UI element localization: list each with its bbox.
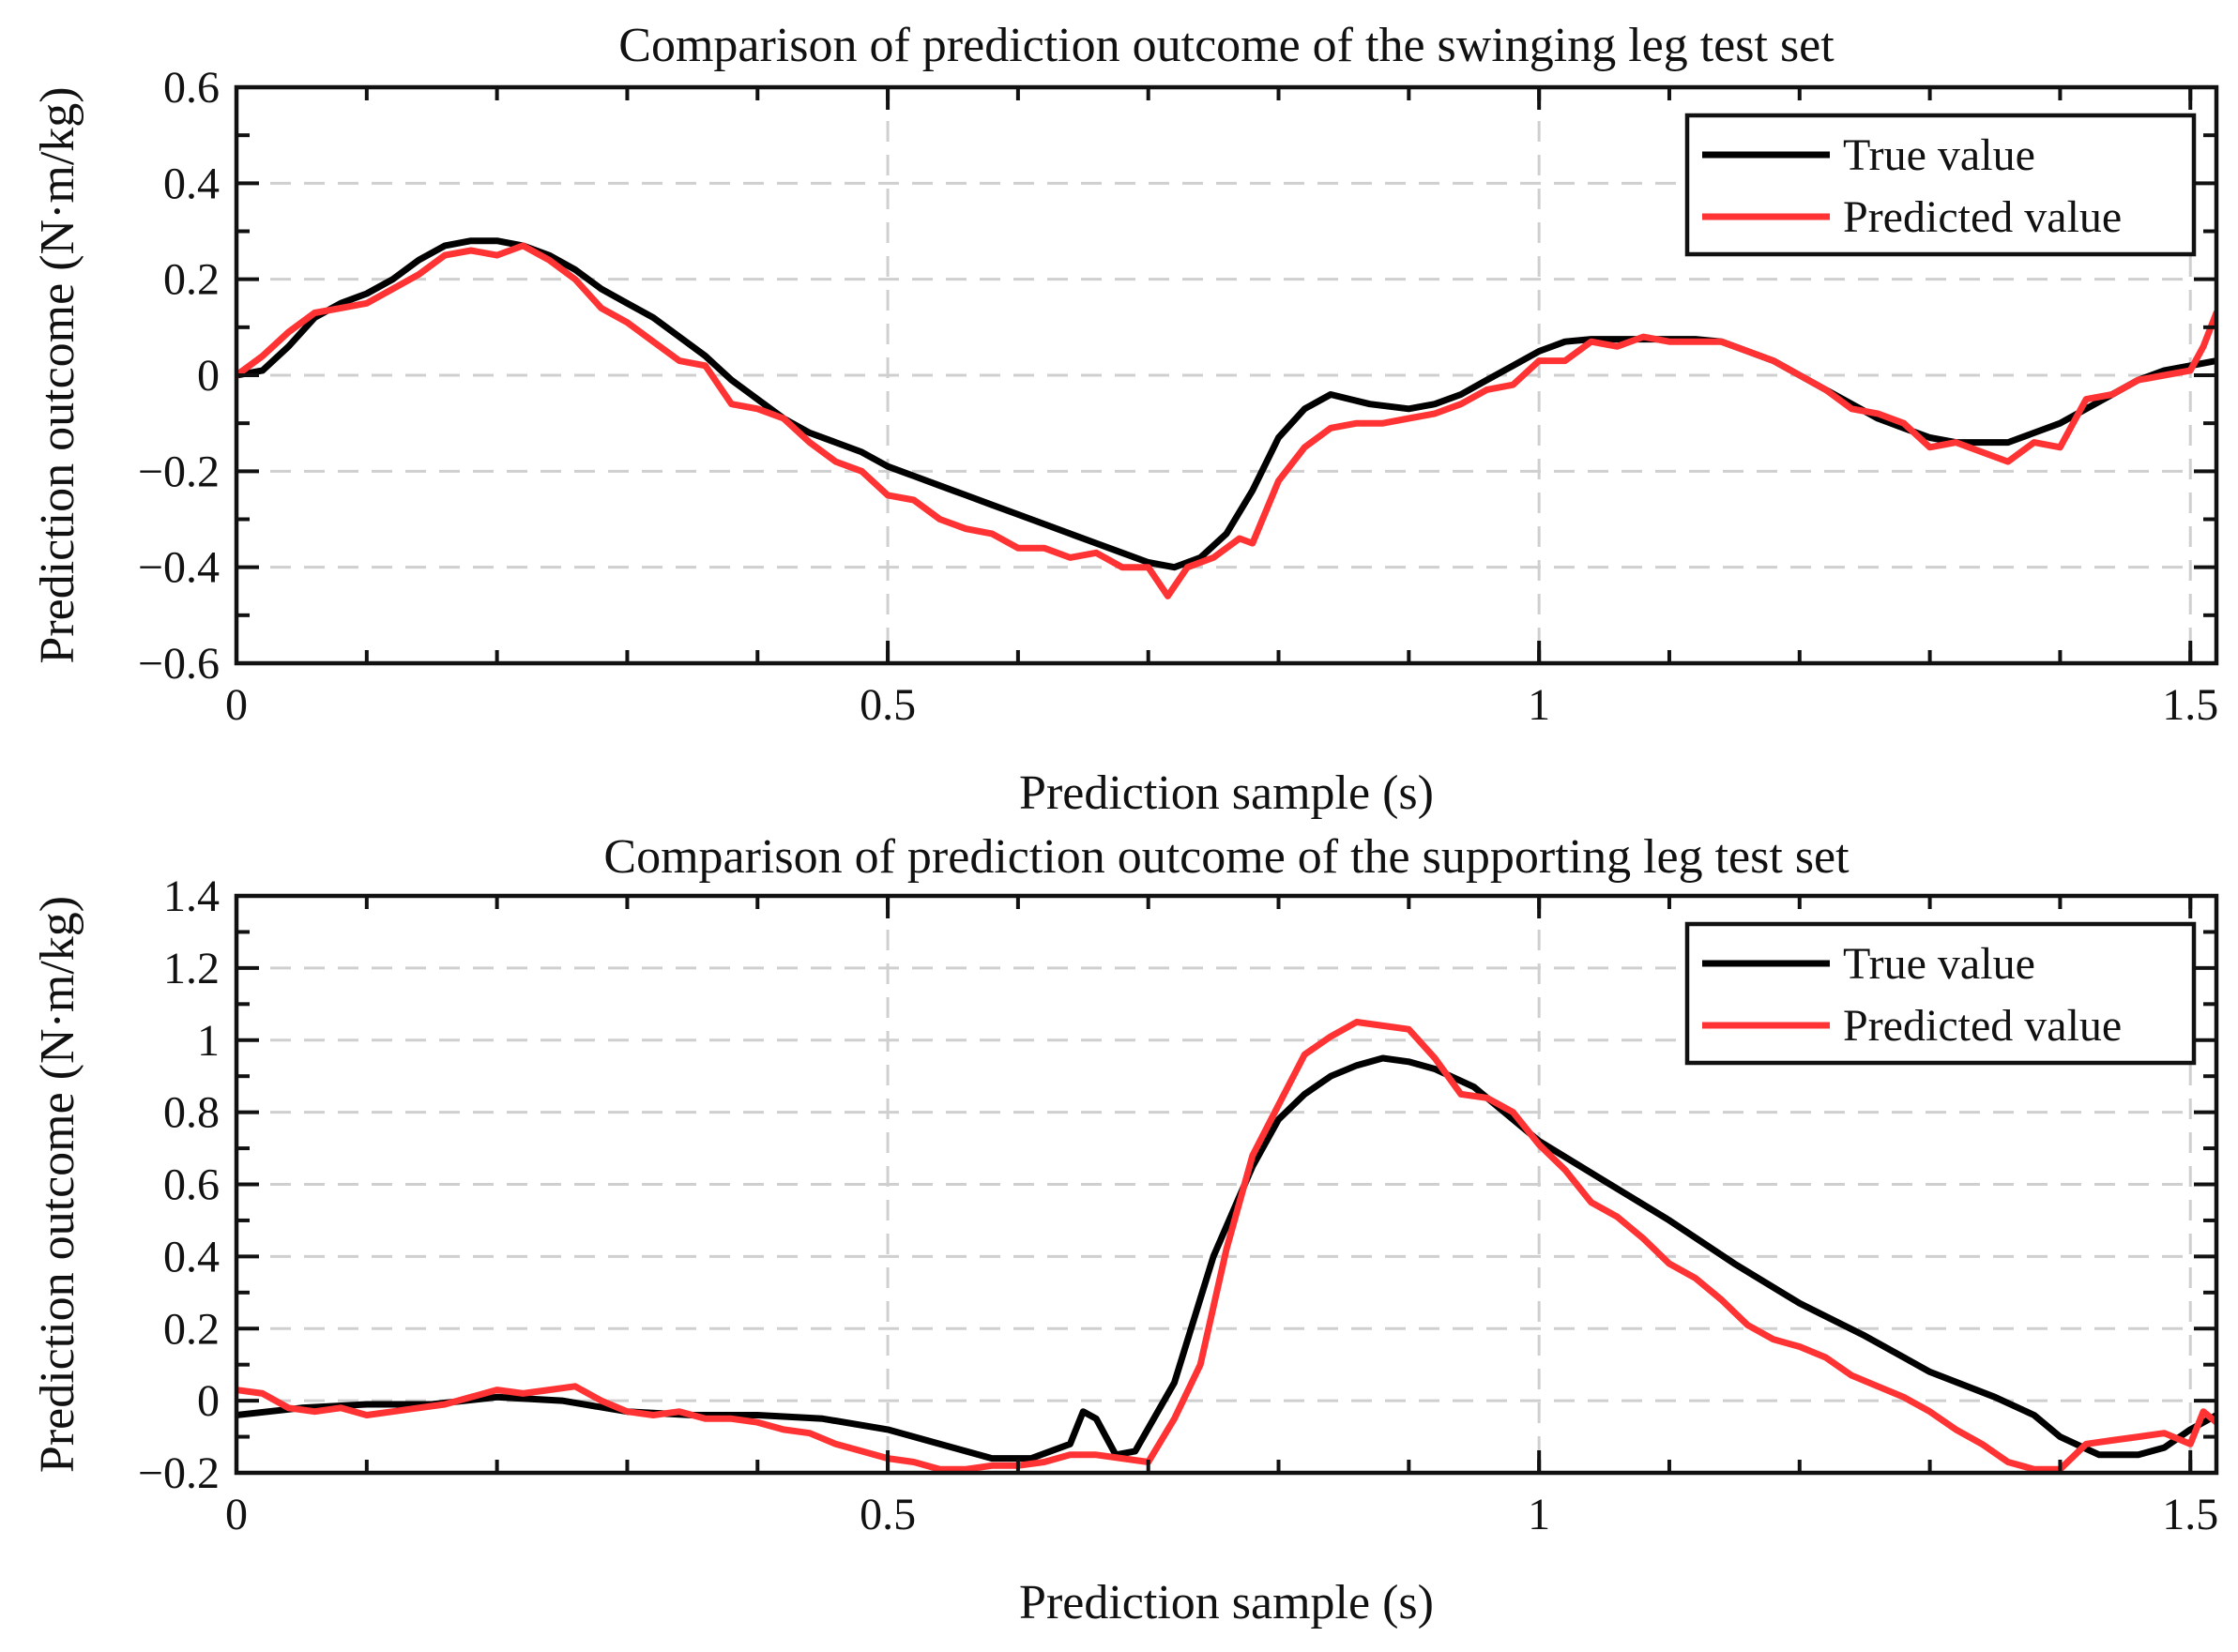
y-axis-label: Prediction outcome (N·m/kg) xyxy=(31,896,84,1473)
y-tick-label: −0.6 xyxy=(138,639,220,689)
chart-title: Comparison of prediction outcome of the … xyxy=(603,830,1850,884)
x-tick-label: 1 xyxy=(1528,680,1550,730)
y-tick-label: 0.4 xyxy=(163,1232,220,1281)
x-tick-label: 1.5 xyxy=(2162,1490,2218,1539)
series-line-predicted-value xyxy=(236,1019,2216,1473)
y-tick-label: 0 xyxy=(197,351,220,401)
series-line-true-value xyxy=(236,237,2216,571)
y-tick-label: 0.2 xyxy=(163,1304,220,1354)
legend: True value Predicted value xyxy=(1684,921,2197,1066)
panel-1: 0 0.5 1 1.5 −0.6 −0.4 −0.2 0 0.2 0.4 0.6 Comparison… xyxy=(31,19,2219,820)
legend-box xyxy=(1684,921,2197,1066)
y-tick-label: 1 xyxy=(197,1016,220,1066)
y-tick-label: 0.6 xyxy=(163,1160,220,1210)
y-tick-label: 0.4 xyxy=(163,159,220,208)
y-tick-label: −0.2 xyxy=(138,1448,220,1498)
y-tick-label: 1.2 xyxy=(163,944,220,993)
x-tick-label: 0.5 xyxy=(860,1490,916,1539)
x-tick-label: 0 xyxy=(225,680,248,730)
y-tick-label: 0.2 xyxy=(163,255,220,305)
panel-2: 0 0.5 1 1.5−0.200.20.40.60.811.21.4Comparis… xyxy=(31,830,2219,1629)
legend: True value Predicted value xyxy=(1684,113,2197,257)
chart-title: Comparison of prediction outcome of the … xyxy=(618,19,1835,72)
y-axis-label: Prediction outcome (N·m/kg) xyxy=(31,86,84,663)
y-tick-label: −0.4 xyxy=(138,543,220,593)
legend-label-predicted-value: Predicted value xyxy=(1843,1001,2122,1051)
y-tick-label: −0.2 xyxy=(138,447,220,496)
y-tick-label: 0.6 xyxy=(163,63,220,113)
series-line-predicted-value xyxy=(236,242,2216,599)
x-tick-label: 0 xyxy=(225,1490,248,1539)
x-axis-label: Prediction sample (s) xyxy=(1019,1576,1434,1629)
x-tick-label: 1 xyxy=(1528,1490,1550,1539)
series-line-true-value xyxy=(236,1054,2216,1463)
legend-box xyxy=(1684,113,2197,257)
x-axis-label: Prediction sample (s) xyxy=(1019,766,1434,820)
y-tick-label: 0.8 xyxy=(163,1088,220,1138)
x-tick-label: 0.5 xyxy=(860,680,916,730)
y-tick-label: 1.4 xyxy=(163,871,220,921)
y-tick-label: 0 xyxy=(197,1376,220,1426)
legend-label-predicted-value: Predicted value xyxy=(1843,192,2122,242)
x-tick-label: 1.5 xyxy=(2162,680,2218,730)
legend-label-true-value: True value xyxy=(1843,130,2035,180)
legend-label-true-value: True value xyxy=(1843,939,2035,989)
